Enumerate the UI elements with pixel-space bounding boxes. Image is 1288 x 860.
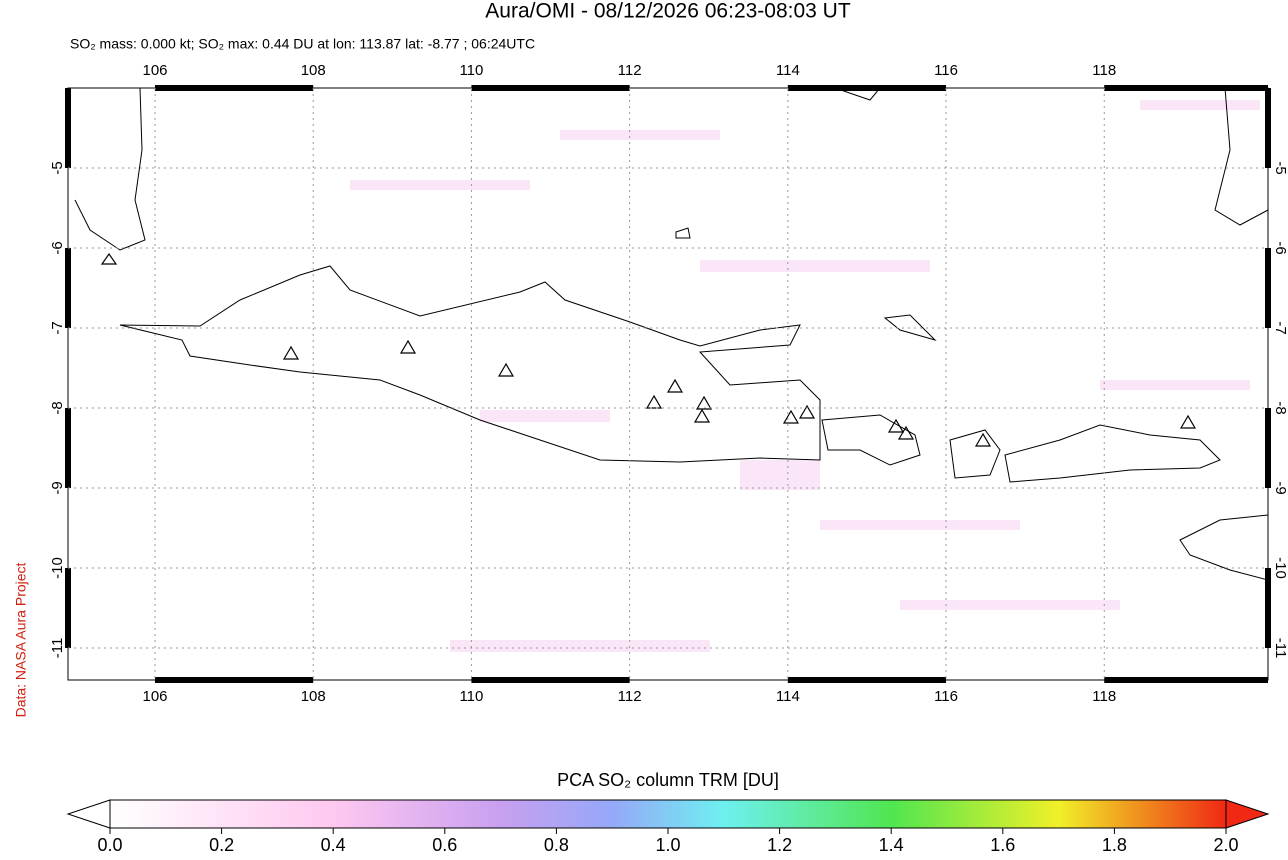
- y-tick-label: -9: [49, 481, 66, 494]
- x-tick-label: 118: [1092, 688, 1116, 705]
- y-tick-label: -7: [1272, 321, 1288, 334]
- frame-bar: [65, 408, 71, 488]
- frame-bar: [65, 248, 71, 328]
- x-tick-label: 116: [934, 688, 958, 705]
- y-tick-label: -5: [1272, 161, 1288, 174]
- x-tick-label: 106: [142, 688, 167, 705]
- map-content: [74, 88, 1268, 652]
- y-tick-label: -11: [1272, 638, 1288, 659]
- y-tick-label: -9: [1272, 481, 1288, 494]
- frame-bar: [471, 677, 630, 683]
- frame-bar: [1104, 677, 1268, 683]
- frame-bar: [155, 85, 314, 91]
- x-tick-label: 118: [1092, 62, 1116, 79]
- frame-bar: [787, 85, 947, 91]
- colorbar-tick-label: 0.6: [432, 835, 457, 855]
- y-tick-label: -10: [1272, 557, 1288, 579]
- y-tick-label: -11: [49, 638, 66, 659]
- colorbar-tick-label: 2.0: [1213, 835, 1238, 855]
- frame-bar: [471, 85, 630, 91]
- frame-bar: [155, 677, 314, 683]
- colorbar-tick-label: 1.2: [767, 835, 792, 855]
- x-tick-label: 108: [301, 62, 326, 79]
- colorbar-tick-label: 0.2: [209, 835, 234, 855]
- colorbar: [109, 799, 1227, 829]
- colorbar-tick-label: 0.4: [321, 835, 346, 855]
- volcano-markers: [100, 252, 1197, 447]
- x-tick-label: 114: [776, 688, 800, 705]
- x-tick-label: 112: [618, 62, 642, 79]
- frame-bar: [65, 88, 71, 168]
- frame-bar: [1265, 88, 1271, 168]
- y-tick-label: -10: [49, 557, 66, 579]
- x-tick-label: 106: [142, 62, 167, 79]
- y-tick-label: -5: [49, 161, 66, 174]
- colorbar-tick-label: 1.6: [990, 835, 1015, 855]
- colorbar-tick-label: 1.0: [655, 835, 680, 855]
- colorbar-max-arrow: [1225, 799, 1270, 829]
- x-tick-label: 108: [301, 688, 326, 705]
- coastlines: [74, 88, 1268, 581]
- title: Aura/OMI - 08/12/2026 06:23-08:03 UT: [485, 0, 851, 23]
- colorbar-tick-label: 1.8: [1102, 835, 1127, 855]
- colorbar-min-arrow: [66, 799, 111, 829]
- x-tick-label: 114: [776, 62, 800, 79]
- so2-field: [350, 100, 1260, 652]
- frame-bar: [787, 677, 947, 683]
- y-tick-label: -6: [1272, 241, 1288, 254]
- frame-bar: [1265, 568, 1271, 648]
- frame-bar: [1265, 408, 1271, 488]
- subtitle: SO₂ mass: 0.000 kt; SO₂ max: 0.44 DU at …: [70, 36, 535, 52]
- y-tick-label: -8: [49, 401, 66, 414]
- colorbar-tick-label: 1.4: [879, 835, 904, 855]
- credit: Data: NASA Aura Project: [13, 562, 29, 717]
- y-tick-label: -8: [1272, 401, 1288, 414]
- colorbar-label: PCA SO₂ column TRM [DU]: [557, 770, 779, 790]
- frame-bar: [1104, 85, 1268, 91]
- colorbar-tick-label: 0.0: [97, 835, 122, 855]
- y-tick-label: -7: [49, 321, 66, 334]
- map-frame: [67, 87, 1269, 681]
- colorbar-tick-label: 0.8: [544, 835, 569, 855]
- y-tick-label: -6: [49, 241, 66, 254]
- x-tick-label: 112: [618, 688, 642, 705]
- x-tick-label: 110: [459, 62, 483, 79]
- frame-bar: [65, 568, 71, 648]
- x-tick-label: 116: [934, 62, 958, 79]
- x-tick-label: 110: [459, 688, 483, 705]
- frame-bar: [1265, 248, 1271, 328]
